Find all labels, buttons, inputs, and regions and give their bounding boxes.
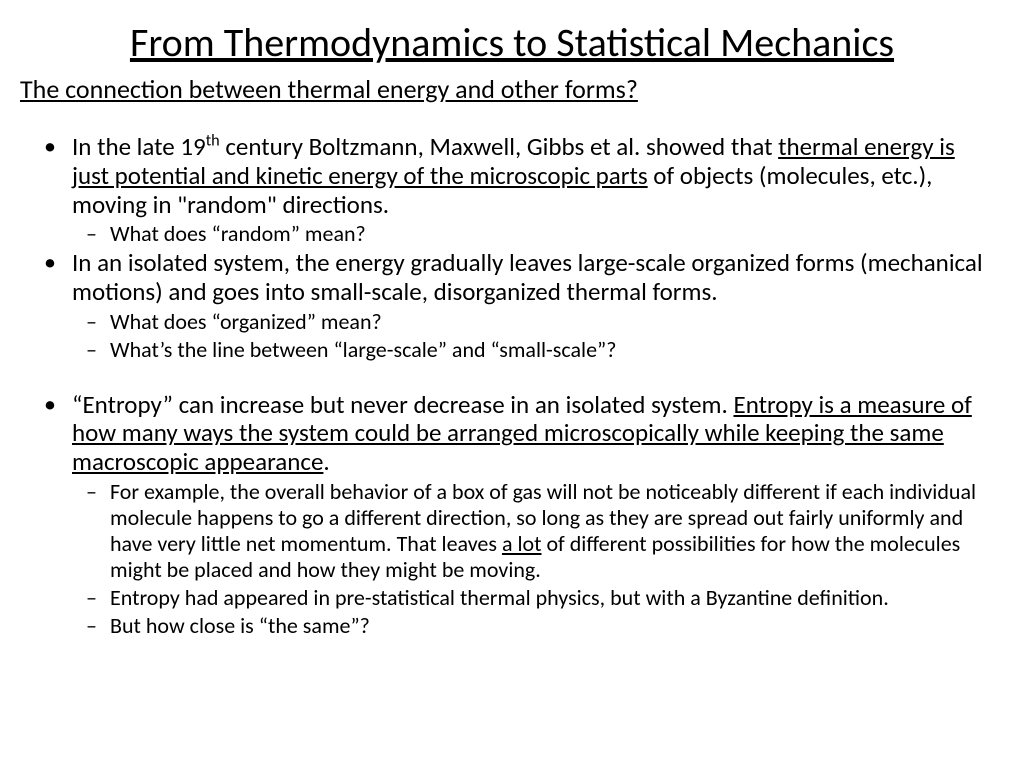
list-item: But how close is “the same”? xyxy=(72,613,994,639)
text-run: “Entropy” can increase but never decreas… xyxy=(72,389,733,420)
list-item: For example, the overall behavior of a b… xyxy=(72,479,994,583)
bullet-list: In the late 19th century Boltzmann, Maxw… xyxy=(30,133,994,363)
sub-list: What does “random” mean? xyxy=(72,221,994,247)
text-run: . xyxy=(323,446,329,477)
sub-list: For example, the overall behavior of a b… xyxy=(72,479,994,639)
page-title: From Thermodynamics to Statistical Mecha… xyxy=(30,18,994,67)
list-item: What does “organized” mean? xyxy=(72,309,994,335)
list-item: In an isolated system, the energy gradua… xyxy=(30,249,994,362)
text-run: In the late 19 xyxy=(72,131,206,162)
bullet-list: “Entropy” can increase but never decreas… xyxy=(30,391,994,639)
page-subtitle: The connection between thermal energy an… xyxy=(20,73,994,105)
superscript: th xyxy=(206,132,220,151)
text-run: In an isolated system, the energy gradua… xyxy=(72,247,983,307)
underlined-text: a lot xyxy=(502,530,542,557)
spacer xyxy=(30,365,994,391)
list-item: What does “random” mean? xyxy=(72,221,994,247)
list-item: “Entropy” can increase but never decreas… xyxy=(30,391,994,639)
text-run: century Boltzmann, Maxwell, Gibbs et al.… xyxy=(220,131,778,162)
sub-list: What does “organized” mean? What’s the l… xyxy=(72,309,994,363)
list-item: In the late 19th century Boltzmann, Maxw… xyxy=(30,133,994,247)
list-item: Entropy had appeared in pre-statistical … xyxy=(72,585,994,611)
list-item: What’s the line between “large-scale” an… xyxy=(72,337,994,363)
